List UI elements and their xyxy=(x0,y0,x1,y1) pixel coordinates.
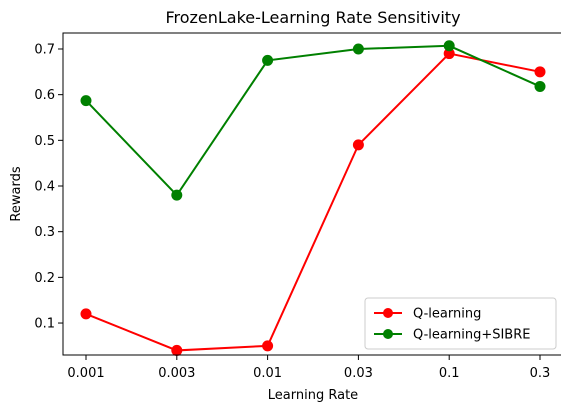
legend-entry-label: Q-learning+SIBRE xyxy=(413,328,530,343)
x-tick-label: 0.001 xyxy=(67,366,104,381)
plot-frame xyxy=(62,32,561,356)
x-tick-label: 0.01 xyxy=(253,366,282,381)
y-tick-label: 0.2 xyxy=(34,271,55,286)
data-point-series-2 xyxy=(352,43,364,55)
y-tick-label: 0.7 xyxy=(34,42,55,57)
x-tick-label: 0.1 xyxy=(439,366,460,381)
data-point-series-1 xyxy=(80,308,92,320)
y-tick-label: 0.1 xyxy=(34,317,55,332)
y-tick-label: 0.4 xyxy=(34,180,55,195)
data-point-series-1 xyxy=(534,66,546,78)
x-tick-label: 0.03 xyxy=(344,366,373,381)
data-point-series-2 xyxy=(262,54,274,66)
legend-box xyxy=(364,297,557,350)
y-axis-label: Rewards xyxy=(9,166,24,221)
data-point-series-2 xyxy=(534,80,546,92)
y-axis: 0.1 0.2 0.3 0.4 0.5 0.6 0.7 xyxy=(34,42,63,332)
chart-title: FrozenLake-Learning Rate Sensitivity xyxy=(165,8,460,27)
y-tick-label: 0.3 xyxy=(34,225,55,240)
legend: Q-learning Q-learning+SIBRE xyxy=(364,297,557,350)
data-point-series-2 xyxy=(443,40,455,52)
series-layer xyxy=(80,40,546,356)
series-line-2 xyxy=(85,44,541,197)
legend-entry-label: Q-learning xyxy=(413,307,481,322)
data-point-series-1 xyxy=(262,340,274,352)
x-axis: 0.001 0.003 0.01 0.03 0.1 0.3 xyxy=(67,355,550,381)
y-tick-label: 0.5 xyxy=(34,134,55,149)
legend-swatch-marker xyxy=(383,329,393,339)
data-point-series-1 xyxy=(171,344,183,356)
data-point-series-2 xyxy=(171,189,183,201)
x-axis-label: Learning Rate xyxy=(268,388,358,403)
legend-swatch-marker xyxy=(383,308,393,318)
data-point-series-2 xyxy=(80,95,92,107)
series-line-1 xyxy=(85,52,541,352)
data-point-series-1 xyxy=(352,139,364,151)
x-tick-label: 0.3 xyxy=(530,366,551,381)
y-tick-label: 0.6 xyxy=(34,88,55,103)
x-tick-label: 0.003 xyxy=(158,366,195,381)
